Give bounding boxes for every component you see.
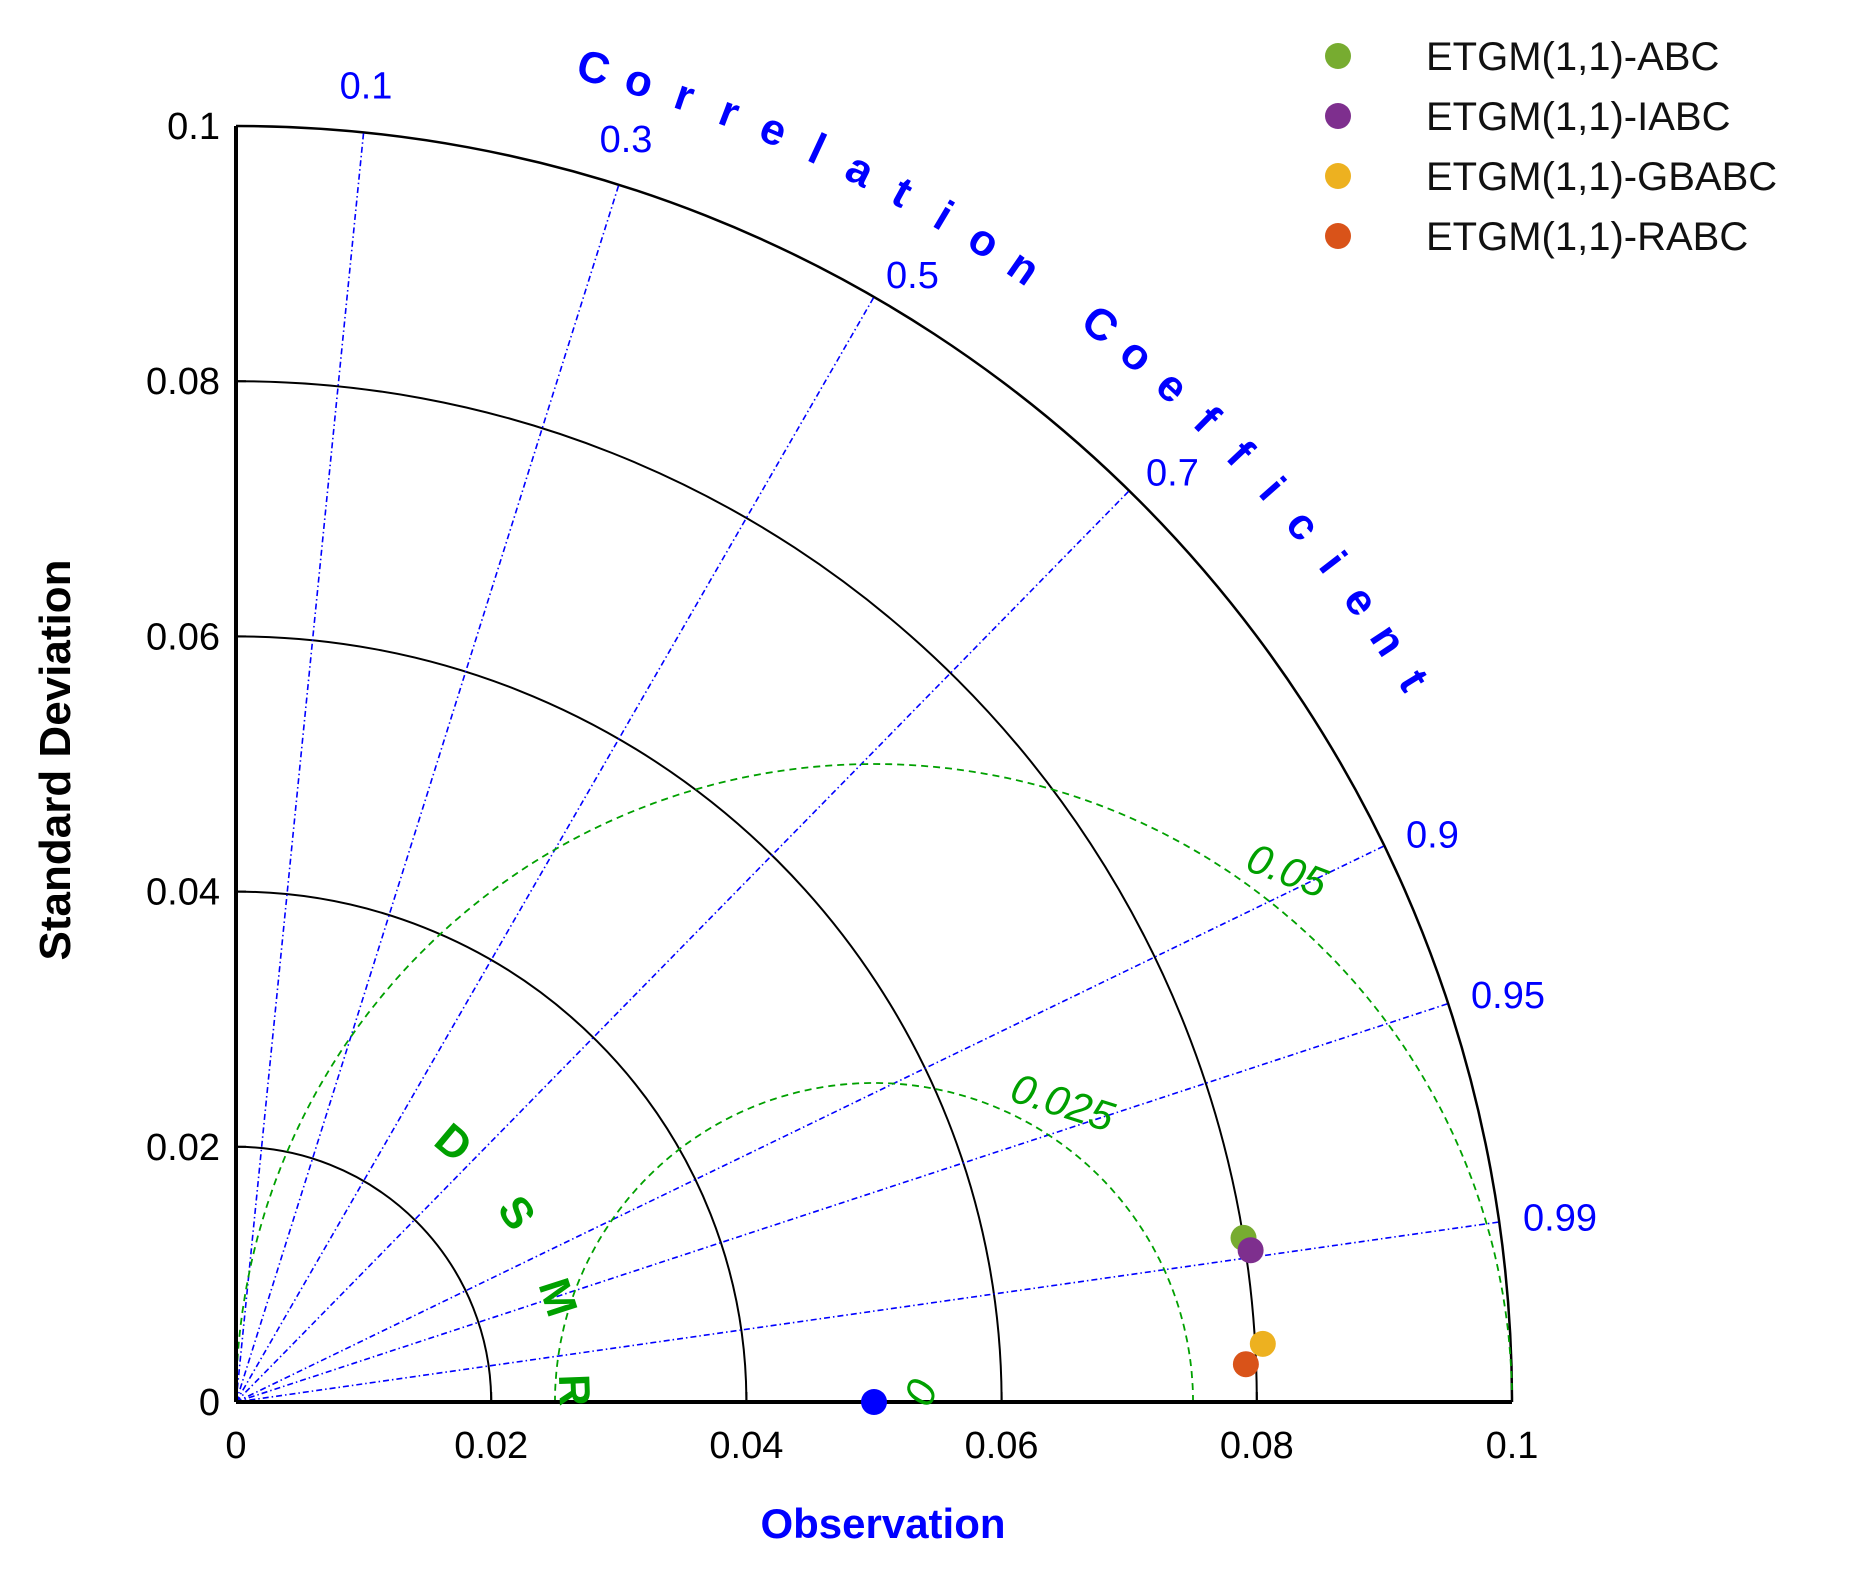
legend-label-2: ETGM(1,1)-GBABC [1426, 155, 1777, 199]
std-arc-0 [235, 1145, 493, 1403]
correlation-label-char-21: n [1360, 616, 1416, 665]
y-tick-label-5: 0.1 [167, 106, 220, 148]
rmsd-label-char-3: D [425, 1114, 481, 1172]
rmsd-label: R MSD [425, 1114, 599, 1407]
correlation-label-char-10: n [999, 240, 1049, 296]
std-arc-1 [235, 890, 748, 1403]
y-tick-labels: 0 0.02 0.04 0.06 0.08 0.1 [146, 106, 220, 1424]
correlation-label-char-1: o [619, 54, 659, 109]
correlation-label-char-14: e [1147, 360, 1198, 413]
rmsd-label-char-0: R [549, 1373, 599, 1406]
y-tick-label-2: 0.04 [146, 872, 220, 914]
correlation-label-char-4: e [753, 103, 795, 158]
x-tick-label-5: 0.1 [1486, 1425, 1539, 1467]
correlation-label-char-17: i [1250, 468, 1295, 510]
x-tick-label-2: 0.04 [709, 1425, 783, 1467]
correlation-rays [235, 132, 1500, 1403]
rmsd-tick-label-1: 0.025 [1006, 1064, 1121, 1141]
correlation-label-char-13: o [1110, 328, 1162, 383]
std-arc-3 [235, 380, 1258, 1403]
std-arcs [235, 124, 1514, 1403]
correlation-ray-1 [235, 184, 620, 1403]
y-tick-label-3: 0.06 [146, 616, 220, 658]
x-tick-label-1: 0.02 [454, 1425, 528, 1467]
correlation-label-char-20: e [1334, 577, 1388, 625]
correlation-label-char-9: o [959, 213, 1008, 269]
correlation-label-char-22: t [1389, 661, 1439, 699]
correlation-tick-label-6: 0.99 [1523, 1198, 1597, 1240]
correlation-label-char-5: l [801, 124, 833, 174]
rmsd-tick-label-2: 0.05 [1241, 834, 1335, 907]
rmsd-tick-label-0: 0 [894, 1372, 947, 1412]
correlation-tick-label-5: 0.95 [1471, 975, 1545, 1017]
correlation-ray-4 [235, 845, 1385, 1403]
legend-marker-2 [1325, 163, 1351, 189]
correlation-ray-3 [235, 490, 1130, 1403]
correlation-tick-label-4: 0.9 [1406, 814, 1459, 856]
point-etgm-1-1-iabc [1237, 1237, 1264, 1264]
legend-marker-3 [1325, 223, 1351, 249]
correlation-tick-label-0: 0.1 [340, 66, 393, 108]
rmsd-axis-title: R MSD [425, 1114, 599, 1407]
correlation-label-char-15: f [1184, 397, 1229, 442]
x-tick-labels: 0 0.02 0.04 0.06 0.08 0.1 [225, 1425, 1538, 1467]
correlation-label-char-3: r [713, 86, 747, 138]
observation-point [861, 1389, 887, 1415]
correlation-ray-0 [235, 132, 365, 1403]
correlation-label-char-16: f [1217, 432, 1263, 477]
point-etgm-1-1-rabc [1232, 1351, 1259, 1378]
correlation-label-char-2: r [669, 70, 701, 122]
y-tick-label-4: 0.08 [146, 361, 220, 403]
correlation-label-char-8: i [926, 192, 962, 240]
rmsd-contour-1 [235, 763, 1513, 1403]
rmsd-tick-labels: 0 0.025 0.05 [894, 834, 1334, 1412]
x-axis-title: Observation [760, 1500, 1005, 1547]
legend-label-1: ETGM(1,1)-IABC [1426, 95, 1730, 139]
legend: ETGM(1,1)-ABC ETGM(1,1)-IABC ETGM(1,1)-GBA… [1325, 35, 1777, 259]
correlation-tick-label-2: 0.5 [886, 255, 939, 297]
rmsd-contours [235, 763, 1513, 1403]
x-tick-label-3: 0.06 [965, 1425, 1039, 1467]
legend-label-3: ETGM(1,1)-RABC [1426, 215, 1748, 259]
x-tick-label-0: 0 [225, 1425, 246, 1467]
correlation-label-char-19: i [1309, 543, 1355, 582]
y-tick-label-1: 0.02 [146, 1127, 220, 1169]
y-tick-label-0: 0 [199, 1382, 220, 1424]
legend-marker-0 [1325, 43, 1351, 69]
std-arc-4 [235, 124, 1514, 1403]
y-axis-title: Standard Deviation [31, 560, 80, 961]
rmsd-label-char-2: S [488, 1187, 545, 1239]
x-tick-label-4: 0.08 [1220, 1425, 1294, 1467]
correlation-tick-labels: 0.1 0.3 0.5 0.7 0.9 0.95 0.99 [340, 66, 1597, 1240]
correlation-label-char-12: C [1072, 296, 1127, 354]
correlation-tick-label-3: 0.7 [1146, 453, 1199, 495]
correlation-tick-label-1: 0.3 [600, 119, 653, 161]
correlation-label-char-7: t [884, 167, 921, 217]
point-etgm-1-1-gbabc [1249, 1330, 1276, 1357]
correlation-ray-5 [235, 1002, 1449, 1403]
rmsd-label-char-1: M [529, 1273, 587, 1323]
correlation-label-char-18: c [1276, 500, 1329, 550]
legend-marker-1 [1325, 103, 1351, 129]
std-arc-2 [235, 635, 1003, 1403]
correlation-label-char-0: C [572, 40, 615, 96]
data-points [861, 1224, 1276, 1415]
correlation-label-char-6: a [838, 143, 882, 198]
legend-label-0: ETGM(1,1)-ABC [1426, 35, 1719, 79]
correlation-ray-6 [235, 1221, 1500, 1403]
